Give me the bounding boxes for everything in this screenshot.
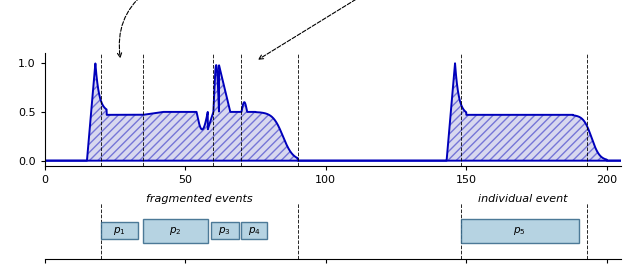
Text: fragmented events: fragmented events xyxy=(146,194,253,204)
Bar xyxy=(211,222,239,239)
Text: $p_{1}$: $p_{1}$ xyxy=(113,225,125,237)
Bar xyxy=(241,222,267,239)
Text: individual event: individual event xyxy=(477,194,567,204)
Text: $p_{3}$: $p_{3}$ xyxy=(218,225,231,237)
Text: $p_{2}$: $p_{2}$ xyxy=(169,225,182,237)
Text: Observation phase: Observation phase xyxy=(259,0,430,59)
Text: $p_{4}$: $p_{4}$ xyxy=(248,225,260,237)
Bar xyxy=(101,222,138,239)
Text: Fragments merging: Fragments merging xyxy=(107,0,209,57)
Bar xyxy=(461,219,579,243)
Bar xyxy=(143,219,208,243)
Text: $p_{5}$: $p_{5}$ xyxy=(513,225,526,237)
